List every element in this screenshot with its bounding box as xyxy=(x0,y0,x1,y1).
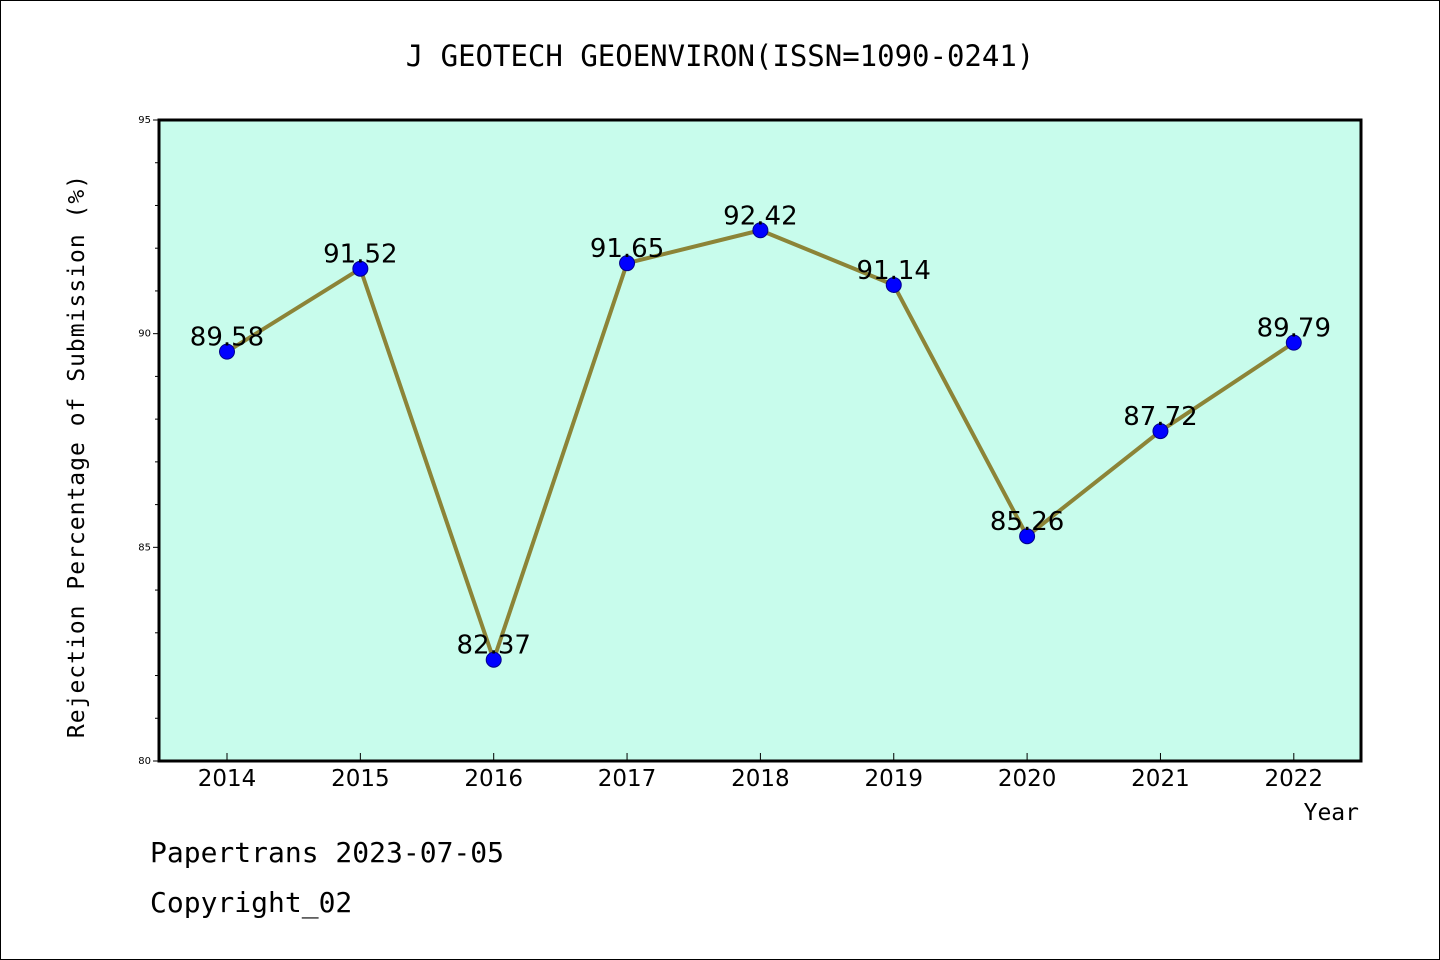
y-tick-label: 95 xyxy=(138,115,151,126)
y-tick-label: 85 xyxy=(138,542,151,553)
data-label: 85.26 xyxy=(990,507,1064,537)
series-markers xyxy=(219,222,1302,668)
data-point xyxy=(752,222,769,239)
y-tick-label: 80 xyxy=(138,756,151,767)
y-axis-label: Rejection Percentage of Submission (%) xyxy=(64,174,90,738)
x-tick-label: 2015 xyxy=(331,766,390,792)
x-tick-label: 2014 xyxy=(198,766,257,792)
x-tick-label: 2021 xyxy=(1131,766,1190,792)
chart-title: J GEOTECH GEOENVIRON(ISSN=1090-0241) xyxy=(406,39,1035,73)
data-point xyxy=(885,276,902,293)
y-tick-label: 90 xyxy=(138,329,151,340)
data-label: 91.65 xyxy=(590,234,664,264)
data-point xyxy=(1285,334,1302,351)
x-tick-label: 2018 xyxy=(731,766,790,792)
data-label: 89.79 xyxy=(1257,314,1331,344)
footer-date: Papertrans 2023-07-05 xyxy=(150,836,505,869)
axis-ticks: 80 85 90 95 2014 2015 2016 2017 2018 2019 2020 2021… xyxy=(138,115,1323,792)
x-tick-label: 2020 xyxy=(998,766,1057,792)
data-point xyxy=(485,651,502,668)
x-axis-label: Year xyxy=(1304,800,1359,826)
x-tick-label: 2022 xyxy=(1265,766,1324,792)
data-point xyxy=(219,343,235,360)
data-labels: 89.58 91.52 82.37 91.65 92.42 91.14 85.26 87.72… xyxy=(190,201,1331,660)
data-point xyxy=(352,260,369,277)
x-tick-label: 2017 xyxy=(598,766,657,792)
x-tick-label: 2016 xyxy=(464,766,523,792)
data-point xyxy=(619,255,636,272)
data-label: 82.37 xyxy=(456,631,530,661)
data-label: 89.58 xyxy=(190,323,264,353)
data-point xyxy=(1152,423,1169,440)
data-label: 91.14 xyxy=(857,256,931,286)
data-label: 87.72 xyxy=(1123,402,1197,432)
x-tick-label: 2019 xyxy=(864,766,923,792)
data-point xyxy=(1019,528,1036,545)
data-label: 92.42 xyxy=(723,201,797,231)
footer-copyright: Copyright_02 xyxy=(150,886,353,919)
data-label: 91.52 xyxy=(323,240,397,270)
